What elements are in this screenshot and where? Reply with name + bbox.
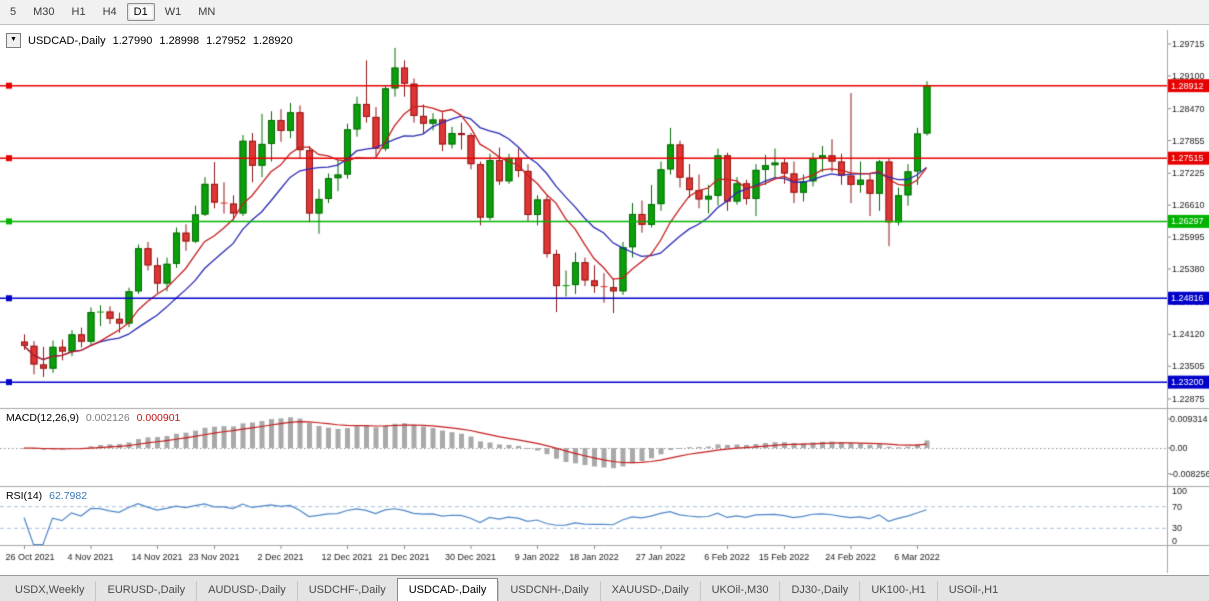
chart-tab-audusd-daily[interactable]: AUDUSD-,Daily — [196, 581, 297, 601]
macd-signal-value: 0.000901 — [136, 412, 181, 424]
chart-window: ▼ USDCAD-,Daily 1.27990 1.28998 1.27952 … — [0, 25, 1209, 575]
chart-tab-usdchf-daily[interactable]: USDCHF-,Daily — [296, 581, 397, 601]
macd-indicator-label: MACD(12,26,9) 0.002126 0.000901 — [6, 412, 180, 424]
chart-tab-uk100-h1[interactable]: UK100-,H1 — [859, 581, 936, 601]
timeframe-button-d1[interactable]: D1 — [126, 3, 155, 21]
macd-name: MACD(12,26,9) — [6, 412, 79, 424]
chart-tab-usdcad-daily[interactable]: USDCAD-,Daily — [396, 578, 499, 601]
rsi-indicator-label: RSI(14) 62.7982 — [6, 490, 87, 502]
timeframe-button-h4[interactable]: H4 — [102, 6, 117, 18]
chart-symbol-label: USDCAD-,Daily — [28, 34, 106, 47]
chart-tab-dj30-daily[interactable]: DJ30-,Daily — [779, 581, 859, 601]
timeframe-toolbar: 5 M30 H1 H4 D1 W1 MN — [0, 0, 1209, 25]
timeframe-button-m30[interactable]: M30 — [33, 6, 55, 18]
chart-tab-xauusd-daily[interactable]: XAUUSD-,Daily — [599, 581, 700, 601]
chart-ohlc-header: ▼ USDCAD-,Daily 1.27990 1.28998 1.27952 … — [6, 33, 293, 48]
ohlc-open-value: 1.27990 — [112, 34, 153, 47]
timeframe-button-5[interactable]: 5 — [10, 6, 17, 18]
ohlc-high-value: 1.28998 — [159, 34, 200, 47]
ohlc-close-value: 1.28920 — [252, 34, 293, 47]
chart-tab-usoil-h1[interactable]: USOil-,H1 — [936, 581, 1010, 601]
chart-tabs: USDX,Weekly EURUSD-,Daily AUDUSD-,Daily USD… — [0, 575, 1209, 601]
timeframe-button-mn[interactable]: MN — [198, 6, 216, 18]
rsi-name: RSI(14) — [6, 490, 43, 502]
ohlc-low-value: 1.27952 — [206, 34, 246, 47]
timeframe-button-w1[interactable]: W1 — [164, 6, 182, 18]
chart-tab-eurusd-daily[interactable]: EURUSD-,Daily — [95, 581, 196, 601]
timeframe-button-h1[interactable]: H1 — [71, 6, 86, 18]
chart-tab-usdx-weekly[interactable]: USDX,Weekly — [15, 584, 85, 596]
chart-tab-ukoil-m30[interactable]: UKOil-,M30 — [699, 581, 780, 601]
chart-tab-usdcnh-daily[interactable]: USDCNH-,Daily — [498, 581, 599, 601]
chart-canvas[interactable] — [0, 25, 1209, 575]
rsi-value: 62.7982 — [49, 490, 88, 502]
chart-dropdown-icon[interactable]: ▼ — [6, 33, 21, 48]
macd-main-value: 0.002126 — [85, 412, 130, 424]
